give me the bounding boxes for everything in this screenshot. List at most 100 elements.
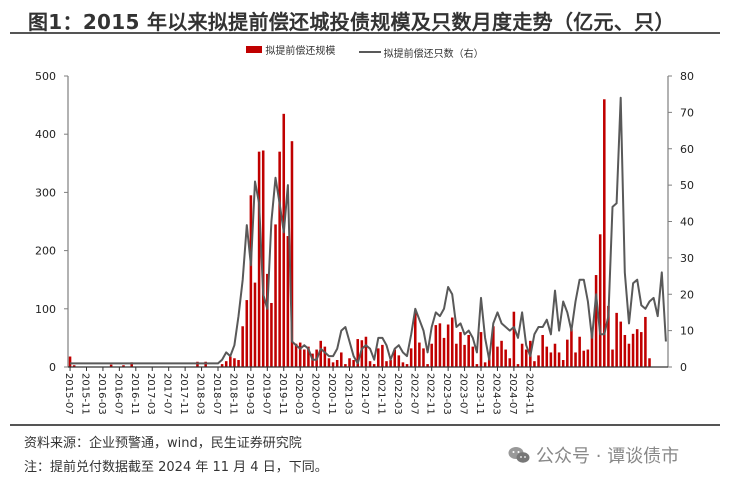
bar [282, 113, 286, 367]
bar [450, 317, 454, 367]
x-tick-label: 2018-11 [227, 373, 238, 415]
bar [327, 358, 331, 367]
bar [631, 333, 635, 367]
bar [434, 325, 438, 367]
bar [533, 361, 536, 367]
bar [557, 352, 561, 367]
x-tick-label: 2024-03 [490, 373, 501, 415]
bar [644, 316, 647, 367]
bar [348, 358, 351, 367]
wechat-icon [508, 446, 530, 464]
bar [389, 360, 392, 367]
right-tick-label: 80 [680, 70, 694, 83]
watermark: 公众号 · 谭谈债市 [508, 442, 679, 468]
right-tick-label: 50 [680, 179, 694, 192]
legend-bar-label: 拟提前偿还规模 [265, 46, 336, 57]
bar [492, 326, 495, 367]
bar [245, 300, 249, 367]
x-tick-label: 2020-03 [293, 373, 304, 415]
bar [545, 346, 549, 367]
x-tick-label: 2022-07 [408, 373, 419, 415]
left-tick-label: 300 [35, 186, 56, 199]
bar [590, 330, 594, 367]
bar [261, 150, 265, 367]
x-tick-label: 2023-03 [441, 373, 452, 415]
bar [274, 224, 277, 367]
bar [294, 343, 298, 367]
bar [574, 352, 577, 367]
bar [229, 356, 232, 367]
bar [508, 358, 512, 367]
bar [648, 358, 651, 367]
bar [352, 360, 355, 367]
x-tick-label: 2019-07 [260, 373, 271, 415]
x-tick-label: 2016-11 [129, 373, 140, 415]
bar [323, 346, 327, 367]
bar [253, 282, 257, 367]
bar [307, 346, 310, 367]
bar [290, 141, 294, 367]
legend-item-line: 拟提前偿还只数（右） [358, 45, 484, 60]
bar [487, 355, 491, 367]
bar [611, 349, 614, 367]
bar [72, 365, 76, 367]
bar [566, 339, 569, 367]
bar [438, 323, 442, 367]
x-tick-label: 2020-11 [326, 373, 337, 415]
bar [233, 358, 236, 367]
line-swatch-icon [358, 51, 381, 53]
bar [331, 362, 335, 367]
bar [479, 332, 483, 367]
bar [249, 195, 253, 367]
bar [303, 349, 306, 367]
bar [623, 334, 627, 367]
bar [109, 364, 113, 367]
bar [237, 360, 240, 367]
bar [405, 364, 409, 367]
x-tick-label: 2018-03 [195, 373, 206, 415]
x-tick-label: 2022-03 [392, 373, 403, 415]
bar [570, 329, 573, 367]
bar [520, 343, 524, 367]
bar [130, 362, 133, 367]
bar [257, 151, 261, 367]
right-tick-label: 70 [680, 106, 694, 119]
chart-title: 图1：2015 年以来拟提前偿还城投债规模及只数月度走势（亿元、只） [28, 10, 675, 34]
bar [463, 344, 466, 367]
bar [500, 340, 503, 367]
bar [607, 305, 610, 367]
legend-line-label: 拟提前偿还只数（右） [383, 48, 484, 60]
count-line [70, 96, 667, 365]
chart-legend: 拟提前偿还规模 拟提前偿还只数（右） [0, 42, 730, 60]
bar [381, 344, 384, 367]
bar [368, 361, 372, 367]
x-tick-label: 2016-07 [112, 373, 123, 415]
right-tick-label: 40 [680, 216, 694, 229]
right-tick-label: 10 [680, 325, 694, 338]
x-tick-label: 2018-07 [211, 373, 222, 415]
bar [516, 364, 520, 367]
bar [372, 364, 376, 367]
bar [578, 336, 581, 367]
bar [356, 339, 359, 367]
title-divider [10, 32, 720, 34]
bar [553, 343, 557, 367]
bar [442, 337, 446, 367]
bar [627, 343, 631, 367]
bar [360, 340, 364, 367]
x-tick-label: 2015-11 [79, 373, 90, 415]
right-tick-label: 30 [680, 252, 694, 265]
bar [496, 346, 499, 367]
bar [475, 364, 479, 367]
bar [298, 342, 302, 367]
x-tick-label: 2015-07 [63, 373, 74, 415]
bar [409, 348, 413, 367]
bar [615, 312, 618, 367]
x-tick-label: 2017-11 [178, 373, 189, 415]
left-tick-label: 0 [49, 361, 56, 374]
bar [385, 361, 388, 367]
right-tick-label: 60 [680, 143, 694, 156]
bar [278, 151, 281, 367]
bar [594, 275, 598, 367]
footer-divider [10, 424, 720, 426]
